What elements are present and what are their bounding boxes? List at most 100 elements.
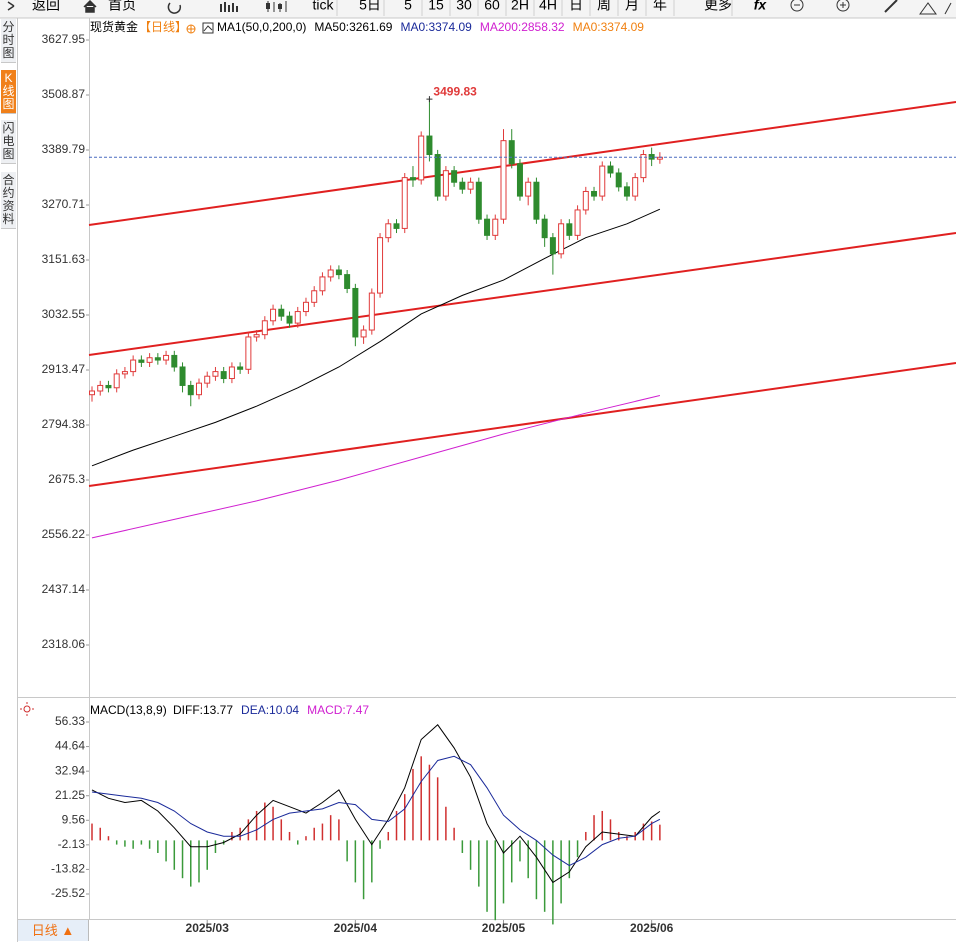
candle-body (121, 371, 128, 375)
side-tab[interactable]: 合约资料 (1, 172, 16, 229)
refresh-icon[interactable] (167, 2, 182, 14)
y-tick-label: 2318.06 (42, 637, 86, 651)
x-tick-label: 2025/03 (186, 921, 230, 935)
y-tick-label: 32.94 (55, 763, 85, 777)
y-tick-label: 44.64 (55, 739, 85, 753)
candle-body (541, 218, 548, 239)
high-annotation: 3499.83 (433, 84, 477, 98)
trend-line (88, 232, 956, 356)
macd-bar (420, 756, 422, 841)
candle-body (105, 384, 112, 389)
candle-body (204, 375, 211, 384)
candle-body (360, 329, 367, 338)
toolbar-button[interactable]: 60 (484, 0, 500, 13)
macd-bar (338, 819, 340, 841)
macd-bar (650, 821, 653, 841)
macd-bar (288, 831, 291, 841)
candle-body (484, 218, 491, 236)
y-tick-label: -2.13 (58, 837, 86, 851)
candle-body (163, 354, 170, 361)
toolbar-button[interactable]: 4H (539, 0, 557, 13)
candle-body (409, 177, 416, 181)
toolbar-button[interactable]: 15 (428, 0, 444, 13)
toolbar-button[interactable]: tick (313, 0, 335, 13)
macd-bar (469, 840, 472, 870)
candle-body (599, 165, 606, 197)
zoom-out-icon[interactable] (790, 0, 804, 12)
y-tick-label: -25.52 (51, 886, 85, 900)
toolbar-button[interactable]: 返回 (32, 0, 60, 13)
toolbar-button[interactable]: 5 (404, 0, 412, 13)
macd-bar (659, 824, 661, 841)
moving-average-line (91, 208, 661, 467)
candle-body (179, 366, 186, 386)
macd-bar (560, 840, 562, 904)
candle-body (89, 390, 95, 396)
toolbar-button[interactable]: fx (754, 0, 768, 13)
macd-bar (132, 840, 134, 849)
y-tick-label: 2794.38 (42, 417, 86, 431)
candle-icon-body (266, 3, 270, 9)
candle-body (220, 371, 227, 380)
candle-body (286, 315, 293, 324)
ma-icon[interactable] (202, 22, 214, 34)
macd-bar (617, 831, 620, 841)
macd-bar (362, 840, 365, 900)
home-icon[interactable] (83, 0, 97, 13)
macd-bar (354, 840, 357, 883)
back-icon[interactable] (7, 1, 15, 11)
y-tick-label: 3032.55 (42, 307, 86, 321)
candle-body (640, 154, 647, 179)
macd-bar (576, 840, 579, 858)
bars-icon[interactable] (220, 2, 238, 12)
macd-bar (206, 840, 208, 870)
candle-body (113, 373, 120, 389)
toolbar-button[interactable]: 首页 (108, 0, 136, 13)
y-tick-label: 3389.79 (42, 142, 86, 156)
x-tick-label: 2025/06 (630, 921, 674, 935)
legend-entry: MA200:2858.32 (480, 20, 565, 34)
toolbar-button[interactable]: 5日 (359, 0, 381, 13)
toolbar-button[interactable]: 月 (625, 0, 639, 13)
macd-bar (502, 840, 505, 904)
macd-bar (247, 819, 250, 841)
pencil-icon[interactable] (884, 0, 898, 13)
macd-bar (148, 840, 151, 849)
toolbar-button[interactable]: 日 (569, 0, 583, 13)
y-tick-label: 9.56 (62, 812, 86, 826)
triangle-icon[interactable] (919, 2, 937, 15)
side-tab[interactable]: K线图 (1, 70, 16, 114)
toolbar-button[interactable]: 2H (511, 0, 529, 13)
zoom-in-icon[interactable] (836, 0, 850, 12)
candle-body (327, 269, 334, 278)
candle-body (467, 181, 474, 190)
macd-bar (173, 840, 176, 870)
candle-body (97, 384, 104, 392)
toolbar-button[interactable]: 更多 (704, 0, 732, 13)
toolbar-button[interactable]: 年 (653, 0, 667, 13)
y-tick-label: 2556.22 (42, 527, 86, 541)
y-tick-label: -13.82 (51, 862, 85, 876)
macd-line (91, 724, 661, 884)
candle-body (516, 163, 523, 197)
candle-body (302, 301, 309, 313)
macd-icon[interactable] (23, 705, 31, 713)
macd-bar (626, 836, 628, 841)
period-button[interactable]: 日线 ▲ (18, 920, 89, 941)
y-tick-label: 2675.3 (48, 472, 85, 486)
candle-body (434, 154, 441, 197)
candle-body (130, 359, 137, 373)
macd-bar (280, 819, 283, 841)
toolbar-button[interactable]: 周 (597, 0, 611, 13)
side-tab[interactable]: 分时图 (1, 19, 16, 63)
candle-body (401, 177, 408, 229)
line-tool-icon[interactable] (944, 2, 952, 15)
macd-bar (568, 840, 571, 879)
y-tick-label: 3151.63 (42, 252, 86, 266)
candle-body (228, 366, 235, 380)
macd-bar (543, 840, 546, 912)
toolbar-button[interactable]: 30 (456, 0, 472, 13)
side-tab[interactable]: 闪电图 (1, 120, 16, 164)
macd-bar (140, 840, 143, 845)
